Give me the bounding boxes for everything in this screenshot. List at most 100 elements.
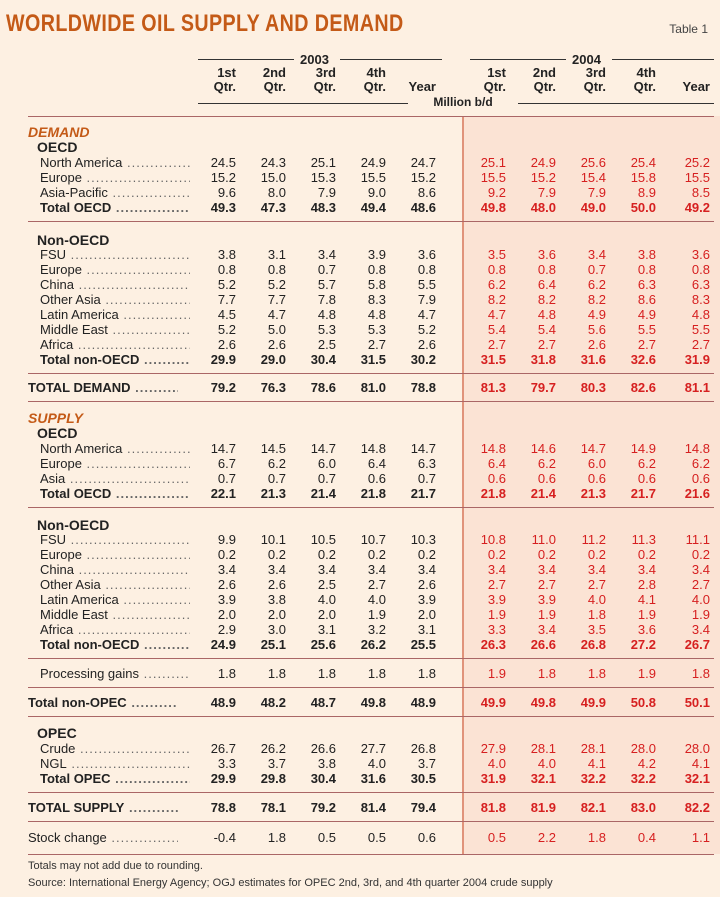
table-row: Total OECD 49.3 47.3 48.3 49.4 48.6 49.8 48.0 49… [0, 200, 720, 215]
cell-value: 5.3 [367, 322, 386, 337]
row-label: Asia [40, 471, 190, 486]
cell-value: 49.9 [480, 695, 506, 710]
cell-value: 0.8 [537, 262, 556, 277]
cell-value: 48.9 [410, 695, 436, 710]
cell-value: 2.7 [537, 577, 556, 592]
table-row: China 5.2 5.2 5.7 5.8 5.5 6.2 6.4 6.2 6.3 6.3 [0, 277, 720, 292]
cell-value: 49.8 [360, 695, 386, 710]
cell-value: 0.4 [637, 830, 656, 845]
cell-value: 1.8 [417, 666, 436, 681]
cell-value: 2.0 [317, 607, 336, 622]
row-label: FSU [40, 247, 190, 262]
cell-value: 3.6 [691, 247, 710, 262]
cell-value: 9.9 [217, 532, 236, 547]
cell-value: 2.6 [587, 337, 606, 352]
cell-value: 10.7 [360, 532, 386, 547]
cell-value: 14.8 [480, 441, 506, 456]
cell-value: 15.5 [480, 170, 506, 185]
cell-value: 5.5 [691, 322, 710, 337]
row-label: NGL [40, 756, 190, 771]
table-row: Other Asia 7.7 7.7 7.8 8.3 7.9 8.2 8.2 8.2 8.6 8.3 [0, 292, 720, 307]
column-header-line1 [664, 66, 710, 80]
cell-value: 14.7 [210, 441, 236, 456]
table-row: FSU 3.8 3.1 3.4 3.9 3.6 3.5 3.6 3.4 3.8 3.6 [0, 247, 720, 262]
group-rule [28, 221, 714, 222]
cell-value: 22.1 [210, 486, 236, 501]
column-header-line2: Qtr. [313, 79, 336, 94]
table-row: Latin America 4.5 4.7 4.8 4.8 4.7 4.7 4.8 4.9 4.9… [0, 307, 720, 322]
cell-value: 29.9 [210, 352, 236, 367]
row-label: North America [40, 155, 190, 170]
cell-value: 0.5 [317, 830, 336, 845]
cell-value: 24.7 [410, 155, 436, 170]
cell-value: 30.5 [410, 771, 436, 786]
cell-value: 81.1 [684, 380, 710, 395]
cell-value: 79.2 [210, 380, 236, 395]
cell-value: 29.0 [260, 352, 286, 367]
unit-line-right [518, 103, 714, 104]
cell-value: 5.5 [417, 277, 436, 292]
cell-value: 6.2 [267, 456, 286, 471]
cell-value: 81.3 [480, 380, 506, 395]
cell-value: 3.4 [317, 247, 336, 262]
table-row: Africa 2.6 2.6 2.5 2.7 2.6 2.7 2.7 2.6 2.7 2.7 [0, 337, 720, 352]
table-row: FSU 9.9 10.1 10.5 10.7 10.3 10.8 11.0 11.2 11.3 11… [0, 532, 720, 547]
cell-value: 6.2 [691, 456, 710, 471]
column-header-line1: 4th [636, 65, 657, 80]
cell-value: 10.1 [260, 532, 286, 547]
column-header-line2: Qtr. [263, 79, 286, 94]
section-heading-supply: SUPPLY [28, 410, 83, 426]
table-row: Total OPEC 29.9 29.8 30.4 31.6 30.5 31.9 32.1 32… [0, 771, 720, 786]
cell-value: 5.6 [587, 322, 606, 337]
cell-value: 8.2 [587, 292, 606, 307]
column-header-line1 [390, 66, 436, 80]
cell-value: 24.5 [210, 155, 236, 170]
cell-value: 6.7 [217, 456, 236, 471]
column-header-line2: Qtr. [363, 79, 386, 94]
group-rule [28, 821, 714, 822]
row-label: TOTAL SUPPLY [28, 800, 178, 815]
cell-value: 1.9 [487, 607, 506, 622]
column-header: 4th Qtr. [610, 66, 656, 94]
row-label: TOTAL DEMAND [28, 380, 178, 395]
cell-value: 27.2 [630, 637, 656, 652]
cell-value: 6.3 [417, 456, 436, 471]
cell-value: 8.6 [637, 292, 656, 307]
cell-value: 48.3 [310, 200, 336, 215]
group-heading: Non-OECD [37, 517, 110, 533]
cell-value: 79.2 [310, 800, 336, 815]
group-rule [28, 792, 714, 793]
cell-value: 48.0 [530, 200, 556, 215]
cell-value: 82.6 [630, 380, 656, 395]
cell-value: 25.1 [260, 637, 286, 652]
cell-value: 82.1 [580, 800, 606, 815]
cell-value: 1.8 [217, 666, 236, 681]
column-header-line2: Year [408, 79, 436, 94]
column-header: Year [390, 66, 436, 94]
cell-value: 3.1 [317, 622, 336, 637]
year-label-2004: 2004 [572, 52, 601, 67]
cell-value: 2.6 [217, 577, 236, 592]
cell-value: 4.0 [691, 592, 710, 607]
cell-value: 3.4 [217, 562, 236, 577]
group-rule [28, 373, 714, 374]
column-header-line2: Qtr. [633, 79, 656, 94]
table-row: Total OECD 22.1 21.3 21.4 21.8 21.7 21.8 21.4 21… [0, 486, 720, 501]
year-line-2004-right [612, 59, 714, 60]
row-label: Stock change [28, 830, 178, 845]
cell-value: 26.6 [530, 637, 556, 652]
table-row: Asia-Pacific 9.6 8.0 7.9 9.0 8.6 9.2 7.9 7.9 8.9 8… [0, 185, 720, 200]
cell-value: 0.8 [267, 262, 286, 277]
cell-value: 26.2 [360, 637, 386, 652]
table-row: Total non-OECD 24.9 25.1 25.6 26.2 25.5 26.3 26… [0, 637, 720, 652]
cell-value: 49.0 [580, 200, 606, 215]
cell-value: 5.2 [217, 322, 236, 337]
cell-value: 48.6 [410, 200, 436, 215]
cell-value: 31.6 [580, 352, 606, 367]
cell-value: 2.6 [417, 577, 436, 592]
cell-value: 50.0 [630, 200, 656, 215]
group-rule [28, 716, 714, 717]
cell-value: 4.1 [691, 756, 710, 771]
cell-value: 0.8 [367, 262, 386, 277]
cell-value: 7.9 [417, 292, 436, 307]
